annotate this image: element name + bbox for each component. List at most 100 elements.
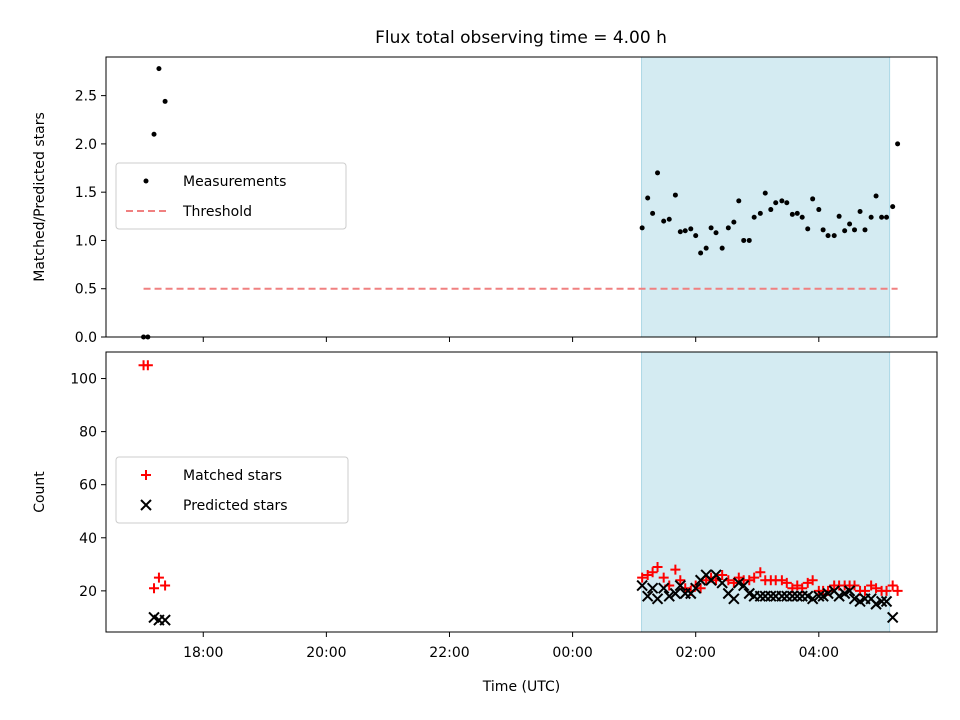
measurement-point xyxy=(162,98,168,104)
measurement-point xyxy=(895,141,901,147)
matched-point xyxy=(658,572,669,583)
measurement-point xyxy=(784,200,790,206)
matched-point xyxy=(142,360,153,371)
measurement-point xyxy=(873,193,879,199)
matched-point xyxy=(807,575,818,586)
matched-point xyxy=(749,572,760,583)
matched-point xyxy=(892,585,903,596)
measurement-point xyxy=(847,221,853,227)
predicted-point xyxy=(870,598,882,610)
measurement-point xyxy=(836,213,842,219)
predicted-point xyxy=(716,577,728,589)
predicted-point xyxy=(813,590,825,602)
x-tick-label: 02:00 xyxy=(676,645,716,661)
y-tick-label: 0.0 xyxy=(75,330,97,346)
measurement-point xyxy=(693,233,699,239)
legend-predicted-marker xyxy=(140,499,152,511)
x-tick-label: 22:00 xyxy=(429,645,469,661)
y-tick-label: 1.0 xyxy=(75,233,97,249)
predicted-point xyxy=(636,579,648,592)
series-measurements xyxy=(141,66,901,340)
predicted-point xyxy=(806,593,819,605)
legend-box xyxy=(115,456,349,524)
measurement-point xyxy=(703,245,709,251)
y-tick-label: 2.0 xyxy=(75,137,97,153)
predicted-point xyxy=(833,590,845,602)
series-predicted-stars xyxy=(148,569,899,626)
predicted-point xyxy=(646,582,659,594)
x-axis-label: Time (UTC) xyxy=(482,679,560,695)
plot-frame xyxy=(105,351,938,633)
measurement-point xyxy=(868,214,874,220)
measurement-point xyxy=(682,228,688,234)
x-tick-label: 04:00 xyxy=(799,645,839,661)
measurement-point xyxy=(779,198,785,204)
predicted-point xyxy=(765,590,777,602)
legend: Measurements Threshold xyxy=(115,162,347,230)
y-tick-label: 2.5 xyxy=(75,89,97,105)
legend-label: Threshold xyxy=(182,204,252,220)
y-axis-label: Count xyxy=(32,471,48,513)
measurement-point xyxy=(799,214,805,220)
measurement-point xyxy=(857,208,863,214)
measurement-point xyxy=(741,237,747,243)
predicted-point xyxy=(663,590,675,602)
predicted-point xyxy=(822,587,834,600)
matched-point xyxy=(849,580,860,591)
measurement-point xyxy=(688,226,694,232)
matched-point xyxy=(153,572,164,583)
measurement-point xyxy=(789,211,795,217)
predicted-point xyxy=(791,590,803,602)
matched-point xyxy=(881,585,892,596)
predicted-point xyxy=(710,569,722,581)
matched-point xyxy=(728,577,739,588)
measurement-point xyxy=(773,200,779,206)
y-tick-label: 100 xyxy=(70,372,97,388)
matched-point xyxy=(149,583,160,594)
measurement-point xyxy=(852,227,858,233)
measurement-point xyxy=(762,190,768,196)
measurement-point xyxy=(156,66,162,72)
predicted-point xyxy=(880,595,893,608)
matched-point xyxy=(781,577,792,588)
measurement-point xyxy=(725,225,731,231)
legend-label: Matched stars xyxy=(183,468,282,484)
predicted-point xyxy=(657,582,670,594)
x-tick-label: 20:00 xyxy=(306,645,346,661)
measurement-point xyxy=(645,195,651,201)
observing-span xyxy=(641,56,891,338)
predicted-point xyxy=(651,593,664,605)
matched-point xyxy=(675,575,686,586)
measurement-point xyxy=(677,229,683,235)
matched-point xyxy=(670,564,681,575)
y-tick-label: 1.5 xyxy=(75,185,97,201)
measurement-point xyxy=(650,210,656,216)
measurement-point xyxy=(672,192,678,198)
predicted-point xyxy=(641,590,654,602)
predicted-point xyxy=(754,590,767,602)
matched-point xyxy=(859,585,870,596)
predicted-point xyxy=(848,593,861,605)
measurement-point xyxy=(816,207,822,213)
legend-box xyxy=(115,162,347,230)
predicted-point xyxy=(886,611,899,624)
predicted-point xyxy=(843,585,856,597)
x-tick-label: 00:00 xyxy=(552,645,592,661)
measurement-point xyxy=(862,227,868,233)
predicted-point xyxy=(689,582,702,594)
legend-label: Predicted stars xyxy=(183,498,288,514)
measurement-point xyxy=(831,233,837,239)
legend: Matched stars Predicted stars xyxy=(115,456,349,524)
matched-point xyxy=(160,580,171,591)
y-tick-label: 0.5 xyxy=(75,282,97,298)
predicted-point xyxy=(674,579,687,592)
measurement-point xyxy=(666,216,672,222)
top-panel: 0.0 0.5 1.0 1.5 2.0 2.5 Matched/Predicted star… xyxy=(32,56,938,346)
predicted-point xyxy=(728,593,740,605)
legend-measurements-marker xyxy=(143,178,149,184)
measurement-point xyxy=(825,233,831,239)
matched-point xyxy=(652,561,663,572)
matched-point xyxy=(695,583,706,594)
measurement-point xyxy=(805,226,811,232)
measurement-point xyxy=(731,219,737,225)
